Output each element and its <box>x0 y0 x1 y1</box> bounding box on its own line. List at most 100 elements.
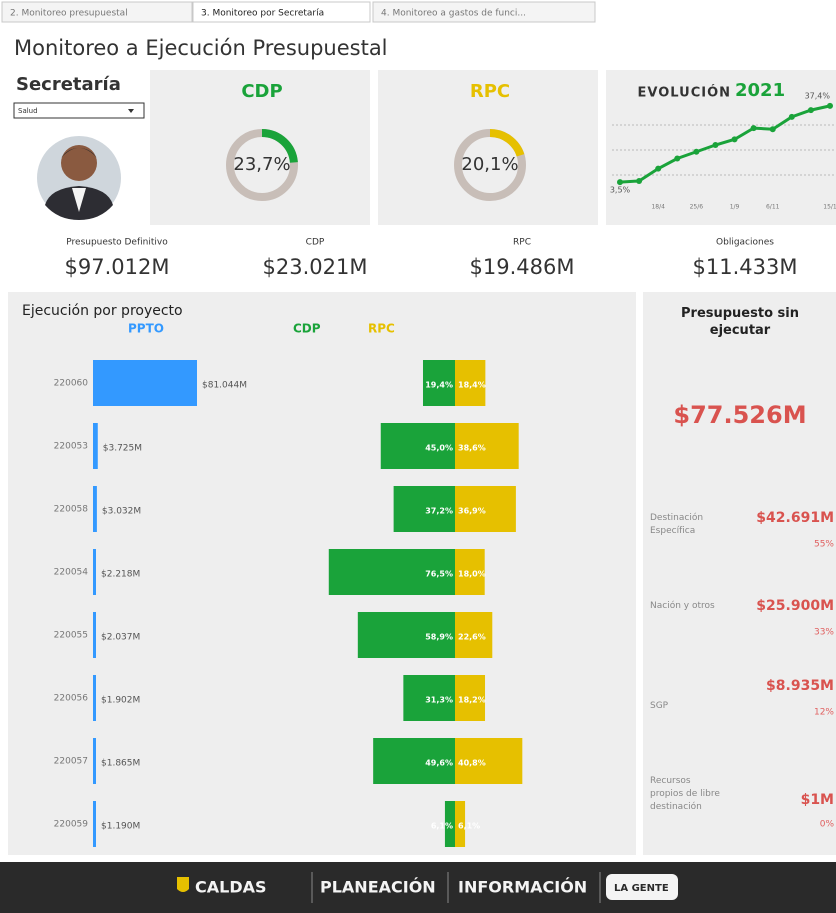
photo-head <box>61 145 97 181</box>
data-label: 3,5% <box>610 186 631 195</box>
kpi-value: $19.486M <box>470 255 575 279</box>
evolution-point <box>827 103 833 109</box>
ppto-bar <box>93 612 96 658</box>
item-amount: $42.691M <box>756 510 834 526</box>
item-share: 33% <box>814 628 834 638</box>
legend-entry: CDP <box>293 322 321 336</box>
rpc-label: 6,1% <box>458 822 480 831</box>
project-id: 220057 <box>54 757 88 767</box>
ppto-bar <box>93 801 96 847</box>
evolution-point <box>655 166 661 172</box>
evolution-point <box>789 114 795 120</box>
kpi-label: Presupuesto Definitivo <box>66 238 168 248</box>
gauge-value: 20,1% <box>461 154 518 175</box>
photo <box>37 136 121 220</box>
legend-entry: PPTO <box>128 322 164 336</box>
ppto-label: $81.044M <box>202 381 247 391</box>
evolution-point <box>693 149 699 155</box>
evolution-point <box>712 142 718 148</box>
unexecuted-panel <box>643 292 836 855</box>
evolution-point <box>732 136 738 142</box>
cdp-label: 31,3% <box>425 696 453 705</box>
ppto-label: $3.032M <box>102 507 141 517</box>
kpi-label: RPC <box>513 238 531 248</box>
gauge-title: CDP <box>241 81 282 102</box>
footer-logo: LA GENTE <box>614 883 669 894</box>
x-tick-label: 18/4 <box>651 204 665 211</box>
footer-shield <box>177 877 189 892</box>
item-share: 0% <box>820 820 835 830</box>
item-label: Nación y otros <box>650 600 720 613</box>
ppto-bar <box>93 738 96 784</box>
project-id: 220060 <box>54 379 89 389</box>
item-amount: $1M <box>801 792 834 808</box>
project-id: 220058 <box>54 505 89 515</box>
ppto-bar <box>93 486 97 532</box>
evolution-point <box>770 126 776 132</box>
item-label: Destinación Específica <box>650 512 720 538</box>
cdp-label: 76,5% <box>425 570 453 579</box>
cdp-label: 37,2% <box>425 507 453 516</box>
project-id: 220056 <box>54 694 89 704</box>
project-id: 220054 <box>54 568 89 578</box>
project-id: 220055 <box>54 631 88 641</box>
kpi-value: $11.433M <box>693 255 798 279</box>
ppto-label: $3.725M <box>103 444 142 454</box>
evolution-point <box>751 125 757 131</box>
gauge-title: RPC <box>470 81 510 102</box>
rpc-label: 22,6% <box>458 633 486 642</box>
footer-logo: CALDAS <box>195 878 267 897</box>
kpi-label: CDP <box>306 238 325 248</box>
item-amount: $8.935M <box>766 678 834 694</box>
page-title: Monitoreo a Ejecución Presupuestal <box>14 36 388 60</box>
gauge-value: 23,7% <box>233 154 290 175</box>
item-amount: $25.900M <box>756 598 834 614</box>
total-value: $77.526M <box>673 401 806 429</box>
ppto-bar <box>93 549 96 595</box>
cdp-label: 45,0% <box>425 444 453 453</box>
rpc-label: 40,8% <box>458 759 486 768</box>
item-share: 55% <box>814 540 834 550</box>
data-label: 37,4% <box>805 91 831 100</box>
cdp-label: 6,1% <box>431 822 453 831</box>
item-label: Recursos propios de libre destinación <box>650 775 720 814</box>
project-id: 220059 <box>54 820 89 830</box>
rpc-label: 36,9% <box>458 507 486 516</box>
ppto-label: $2.037M <box>101 633 140 643</box>
panel-title: Ejecución por proyecto <box>22 303 183 319</box>
ppto-label: $1.902M <box>101 696 140 706</box>
ppto-bar <box>93 675 96 721</box>
filter-label: Secretaría <box>16 74 121 95</box>
kpi-label: Obligaciones <box>716 238 774 248</box>
footer-logo: INFORMACIÓN <box>458 878 587 897</box>
panel-title: Presupuesto sin ejecutar <box>680 305 800 339</box>
legend-entry: RPC <box>368 322 395 336</box>
x-tick-label: 25/6 <box>690 204 704 211</box>
item-label: SGP <box>650 700 720 713</box>
project-id: 220053 <box>54 442 88 452</box>
x-tick-label: 6/11 <box>766 204 780 211</box>
dashboard: 2. Monitoreo presupuestal 3. Monitoreo po… <box>0 0 836 913</box>
evolution-point <box>674 156 680 162</box>
evolution-point <box>808 107 814 113</box>
evolution-year: 2021 <box>735 80 785 101</box>
evolution-point <box>636 178 642 184</box>
ppto-bar <box>93 423 98 469</box>
ppto-label: $1.190M <box>101 822 140 832</box>
kpi-value: $97.012M <box>65 255 170 279</box>
ppto-label: $2.218M <box>101 570 140 580</box>
rpc-label: 38,6% <box>458 444 486 453</box>
tab-label[interactable]: 2. Monitoreo presupuestal <box>10 9 128 19</box>
evolution-title: EVOLUCIÓN <box>638 85 731 101</box>
tab-label[interactable]: 3. Monitoreo por Secretaría <box>201 9 324 19</box>
rpc-label: 18,0% <box>458 570 486 579</box>
cdp-label: 19,4% <box>425 381 453 390</box>
dropdown-value[interactable]: Salud <box>18 107 38 115</box>
ppto-bar <box>93 360 197 406</box>
x-tick-label: 1/9 <box>730 204 740 211</box>
rpc-label: 18,2% <box>458 696 486 705</box>
footer-logo: PLANEACIÓN <box>320 878 436 897</box>
tab-label[interactable]: 4. Monitoreo a gastos de funci... <box>381 9 526 19</box>
evolution-point <box>617 179 623 185</box>
rpc-label: 18,4% <box>458 381 486 390</box>
